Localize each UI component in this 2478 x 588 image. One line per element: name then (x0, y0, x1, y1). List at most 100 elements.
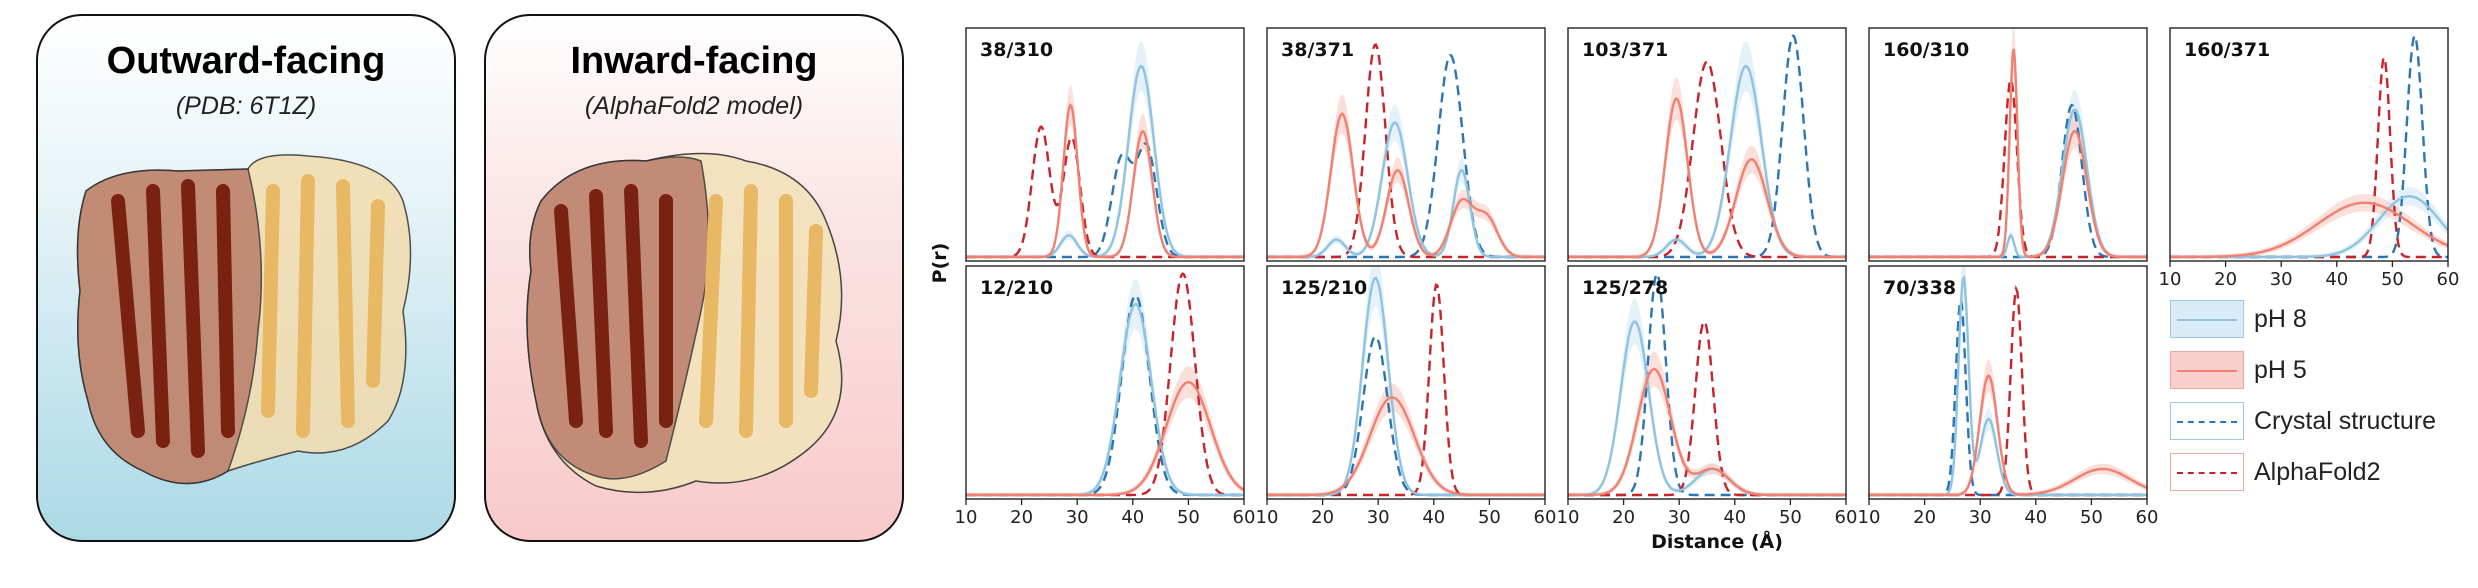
inward-facing-panel: Inward-facing (AlphaFold2 model) (484, 14, 904, 542)
ph8-line (1267, 276, 1545, 497)
x-tick-label: 20 (1612, 507, 1635, 528)
inward-protein-image (526, 152, 843, 494)
panel-label: 38/310 (980, 39, 1053, 61)
ph8-band (1267, 104, 1545, 257)
alphafold2-line (1267, 43, 1545, 259)
x-tick-label: 10 (1256, 507, 1279, 528)
legend-item-crystal: Crystal structure (2170, 402, 2460, 440)
inward-facing-subtitle: (AlphaFold2 model) (584, 92, 804, 120)
x-tick-label: 30 (1367, 507, 1390, 528)
chart-panel-38-310: 38/310 (965, 27, 1245, 262)
panel-frame (2169, 27, 2449, 262)
ph8-band (966, 41, 1244, 257)
ph5-line (1869, 374, 2147, 497)
panel-label: 12/210 (980, 277, 1053, 299)
alphafold2-line (1267, 283, 1545, 497)
ph5-band (1267, 383, 1545, 495)
x-tick-label: 20 (1311, 507, 1334, 528)
ph8-line (1568, 64, 1846, 259)
ph5-band (966, 366, 1244, 495)
x-tick-label: 20 (1010, 507, 1033, 528)
ph8-band (2170, 186, 2448, 257)
panel-label: 70/338 (1883, 277, 1956, 299)
panel-label: 103/371 (1582, 39, 1668, 61)
ph8-line (1267, 121, 1545, 259)
crystal-structure-line (2170, 33, 2448, 259)
panel-frame (965, 265, 1245, 500)
panel-label: 125/278 (1582, 277, 1668, 299)
ph5-band (966, 84, 1244, 257)
alphafold2-line (966, 272, 1244, 497)
ph5-band (1568, 77, 1846, 257)
x-tick-label: 20 (1913, 507, 1936, 528)
alphafold2-line (1568, 60, 1846, 259)
x-tick-label: 40 (2024, 507, 2047, 528)
x-tick-label: 40 (1121, 507, 1144, 528)
panel-label: 38/371 (1281, 39, 1354, 61)
panel-frame (1868, 265, 2148, 500)
x-tick-label: 50 (2080, 507, 2103, 528)
panel-frame (965, 27, 1245, 262)
x-tick-label: 60 (1835, 507, 1858, 528)
ph8-band (1568, 41, 1846, 257)
chart-panel-160-371: 160/371 10 20 30 40 50 60 (2159, 27, 2460, 290)
ph5-line (966, 380, 1244, 497)
ph5-line (1568, 367, 1846, 497)
x-axis-label: Distance (Å) (1651, 529, 1783, 553)
x-tick-label: 20 (2214, 269, 2237, 290)
alphafold2-line (1869, 77, 2147, 259)
ph5-band (1568, 351, 1846, 495)
ph5-line (1267, 396, 1545, 497)
chart-panel-38-371: 38/371 (1266, 27, 1546, 262)
legend-item-ph8: pH 8 (2170, 300, 2460, 338)
alphafold2-line (966, 125, 1244, 259)
crystal-structure-line (1568, 34, 1846, 259)
legend-label-alphafold: AlphaFold2 (2254, 457, 2381, 486)
ph5-band (2170, 194, 2448, 257)
ph5-line (966, 103, 1244, 259)
legend-swatch-crystal (2170, 402, 2244, 440)
legend-label-ph5: pH 5 (2254, 355, 2307, 384)
legend-swatch-ph5 (2170, 351, 2244, 389)
panel-frame (1567, 27, 1847, 262)
panel-label: 160/371 (2184, 39, 2270, 61)
x-tick-label: 60 (1534, 507, 1557, 528)
legend-label-crystal: Crystal structure (2254, 406, 2436, 435)
x-tick-label: 30 (1969, 507, 1992, 528)
chart-legend: pH 8 pH 5 Crystal structure AlphaFold2 (2170, 300, 2460, 504)
x-tick-label: 30 (1668, 507, 1691, 528)
chart-panel-125-278: 125/278 10 20 30 40 50 60 (1557, 265, 1858, 528)
outward-protein-image (76, 154, 412, 485)
crystal-structure-line (966, 294, 1244, 497)
chart-panel-12-210: 12/210 10 20 30 40 50 60 (955, 265, 1256, 528)
chart-panel-125-210: 125/210 10 20 30 40 50 60 (1256, 265, 1557, 528)
x-tick-label: 40 (1422, 507, 1445, 528)
x-tick-label: 40 (1723, 507, 1746, 528)
crystal-structure-line (1869, 103, 2147, 259)
x-tick-label: 30 (1066, 507, 1089, 528)
crystal-structure-line (966, 142, 1244, 259)
x-tick-label: 10 (955, 507, 978, 528)
ph8-line (966, 64, 1244, 259)
x-tick-label: 60 (1233, 507, 1256, 528)
x-tick-label: 50 (1779, 507, 1802, 528)
ph8-line (1869, 274, 2147, 497)
ph5-line (1869, 48, 2147, 259)
x-tick-label: 10 (2159, 269, 2182, 290)
crystal-structure-line (1568, 271, 1846, 497)
panel-label: 125/210 (1281, 277, 1367, 299)
chart-panel-103-371: 103/371 (1567, 27, 1847, 262)
x-tick-label: 10 (1557, 507, 1580, 528)
legend-swatch-alphafold (2170, 453, 2244, 491)
outward-facing-subtitle: (PDB: 6T1Z) (175, 92, 317, 120)
x-tick-label: 50 (1177, 507, 1200, 528)
x-tick-label: 60 (2437, 269, 2460, 290)
x-tick-label: 60 (2136, 507, 2159, 528)
x-tick-label: 10 (1858, 507, 1881, 528)
outward-facing-panel: Outward-facing (PDB: 6T1Z) (36, 14, 456, 542)
legend-item-alphafold: AlphaFold2 (2170, 453, 2460, 491)
x-tick-label: 40 (2325, 269, 2348, 290)
panel-frame (1266, 265, 1546, 500)
chart-panel-160-310: 160/310 (1868, 27, 2148, 262)
